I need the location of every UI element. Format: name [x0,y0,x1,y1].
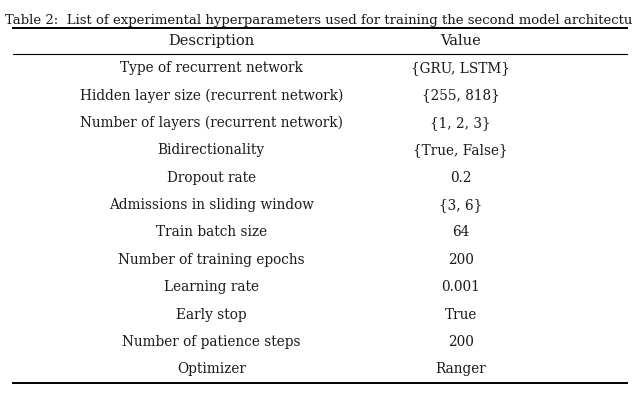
Text: True: True [445,307,477,322]
Text: Description: Description [168,34,254,48]
Text: 200: 200 [448,253,474,267]
Text: 64: 64 [452,225,470,240]
Text: Type of recurrent network: Type of recurrent network [120,61,303,75]
Text: Value: Value [440,34,481,48]
Text: Table 2:  List of experimental hyperparameters used for training the second mode: Table 2: List of experimental hyperparam… [5,14,632,27]
Text: 0.001: 0.001 [442,280,480,294]
Text: Dropout rate: Dropout rate [166,171,256,185]
Text: 200: 200 [448,335,474,349]
Text: Early stop: Early stop [176,307,246,322]
Text: Ranger: Ranger [435,362,486,376]
Text: Hidden layer size (recurrent network): Hidden layer size (recurrent network) [79,88,343,103]
Text: Optimizer: Optimizer [177,362,246,376]
Text: Learning rate: Learning rate [164,280,259,294]
Text: {GRU, LSTM}: {GRU, LSTM} [412,61,510,75]
Text: Bidirectionality: Bidirectionality [157,143,265,157]
Text: {True, False}: {True, False} [413,143,508,157]
Text: 0.2: 0.2 [450,171,472,185]
Text: Number of training epochs: Number of training epochs [118,253,305,267]
Text: {255, 818}: {255, 818} [422,88,500,102]
Text: Number of layers (recurrent network): Number of layers (recurrent network) [80,115,342,130]
Text: Admissions in sliding window: Admissions in sliding window [109,198,314,212]
Text: {3, 6}: {3, 6} [439,198,483,212]
Text: Train batch size: Train batch size [156,225,267,240]
Text: {1, 2, 3}: {1, 2, 3} [431,116,491,130]
Text: Number of patience steps: Number of patience steps [122,335,300,349]
